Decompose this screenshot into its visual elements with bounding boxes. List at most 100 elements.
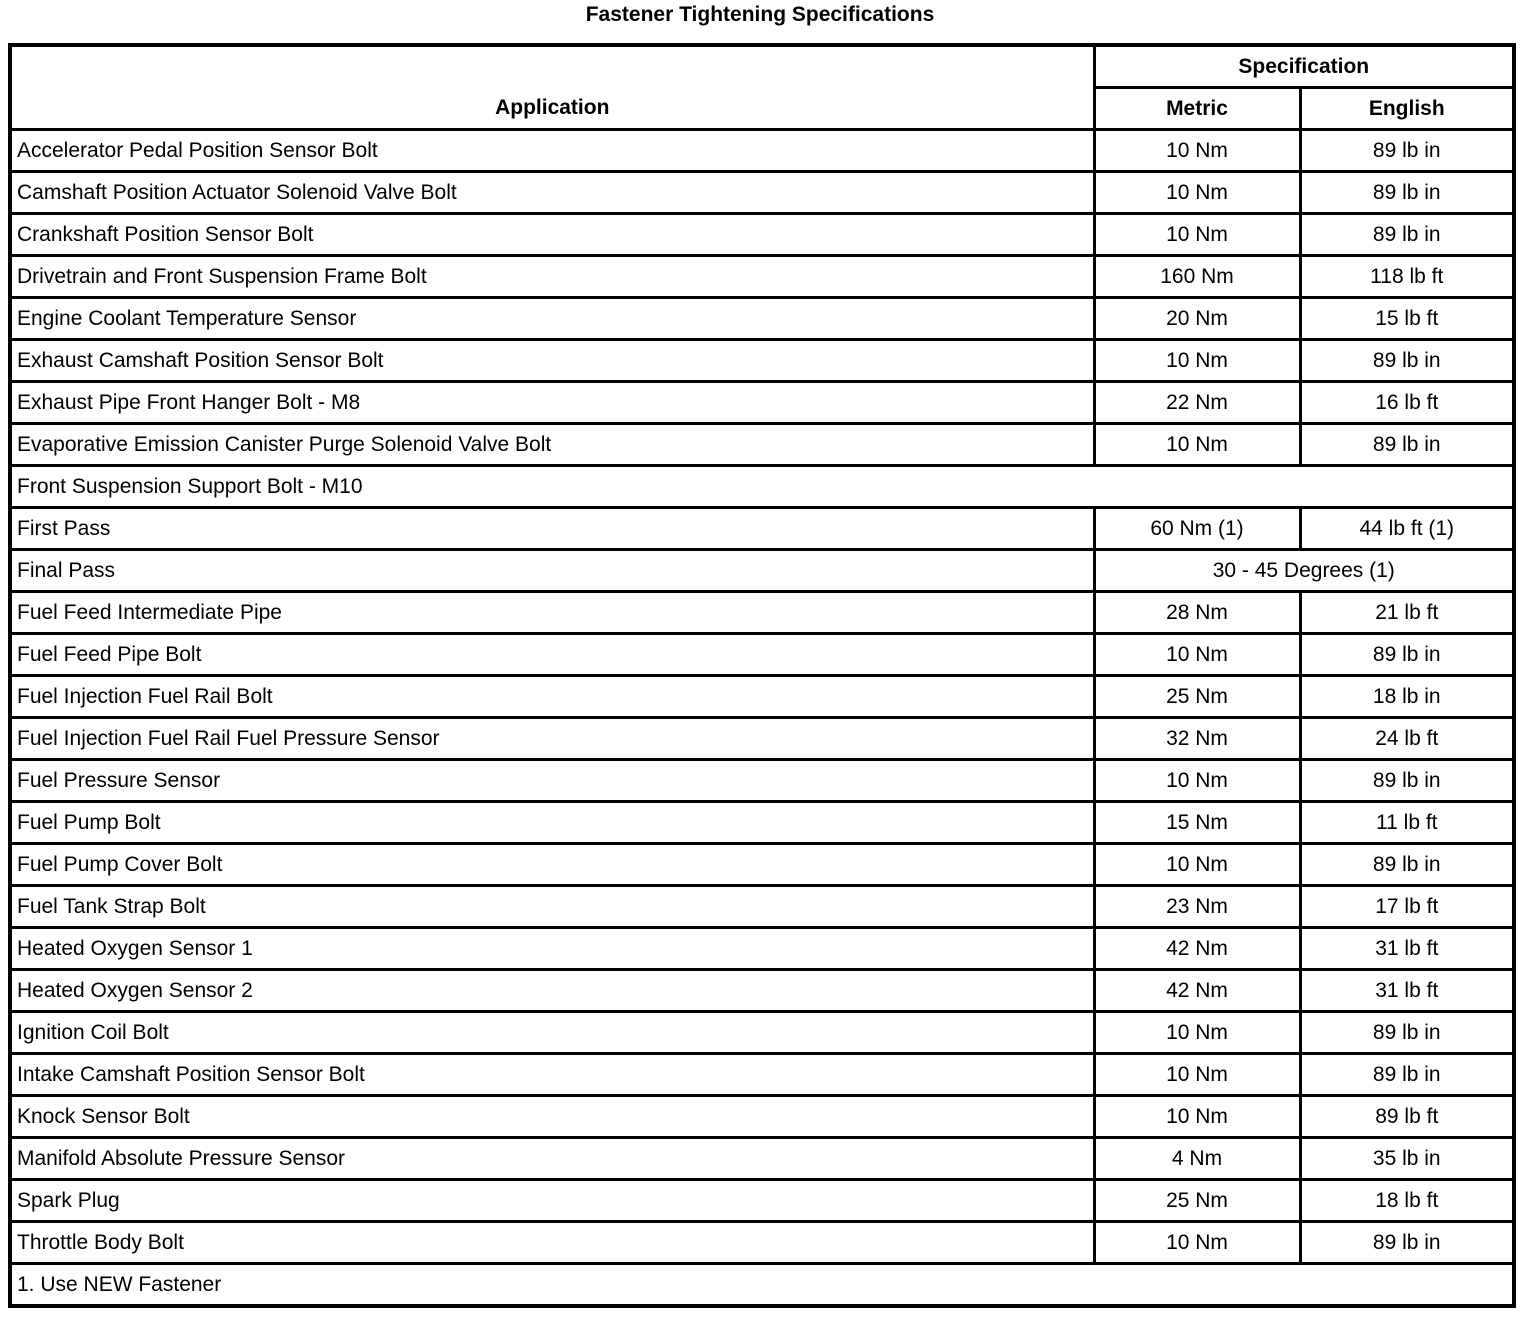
application-cell: Fuel Injection Fuel Rail Bolt bbox=[8, 674, 1096, 719]
metric-value-cell: 10 Nm bbox=[1092, 1220, 1302, 1265]
application-cell: Crankshaft Position Sensor Bolt bbox=[8, 212, 1096, 257]
table-row: Fuel Pump Cover Bolt 10 Nm 89 lb in bbox=[8, 842, 1516, 887]
application-cell: Fuel Pump Bolt bbox=[8, 800, 1096, 845]
table-row: Crankshaft Position Sensor Bolt 10 Nm 89 l… bbox=[8, 212, 1516, 257]
english-value-cell: 18 lb ft bbox=[1298, 1178, 1516, 1223]
metric-value-cell: 25 Nm bbox=[1092, 674, 1302, 719]
application-cell: Fuel Feed Pipe Bolt bbox=[8, 632, 1096, 677]
table-row: Fuel Feed Intermediate Pipe 28 Nm 21 lb ft bbox=[8, 590, 1516, 635]
table-row: First Pass 60 Nm (1) 44 lb ft (1) bbox=[8, 506, 1516, 551]
metric-value-cell: 10 Nm bbox=[1092, 128, 1302, 173]
application-cell: Accelerator Pedal Position Sensor Bolt bbox=[8, 128, 1096, 173]
english-value-cell: 89 lb in bbox=[1298, 422, 1516, 467]
metric-value-cell: 25 Nm bbox=[1092, 1178, 1302, 1223]
english-value-cell: 24 lb ft bbox=[1298, 716, 1516, 761]
metric-value-cell: 10 Nm bbox=[1092, 1094, 1302, 1139]
table-header: Application Specification Metric English bbox=[8, 43, 1516, 131]
table-row: Knock Sensor Bolt 10 Nm 89 lb ft bbox=[8, 1094, 1516, 1139]
application-cell: Evaporative Emission Canister Purge Sole… bbox=[8, 422, 1096, 467]
table-row: Fuel Tank Strap Bolt 23 Nm 17 lb ft bbox=[8, 884, 1516, 929]
application-cell: Throttle Body Bolt bbox=[8, 1220, 1096, 1265]
english-value-cell: 21 lb ft bbox=[1298, 590, 1516, 635]
table-row: Ignition Coil Bolt 10 Nm 89 lb in bbox=[8, 1010, 1516, 1055]
table-row: Engine Coolant Temperature Sensor 20 Nm 15… bbox=[8, 296, 1516, 341]
metric-value-cell: 10 Nm bbox=[1092, 1052, 1302, 1097]
header-english: English bbox=[1298, 86, 1516, 131]
table-row: Throttle Body Bolt 10 Nm 89 lb in bbox=[8, 1220, 1516, 1265]
english-value-cell: 89 lb in bbox=[1298, 212, 1516, 257]
metric-value-cell: 160 Nm bbox=[1092, 254, 1302, 299]
metric-value-cell: 32 Nm bbox=[1092, 716, 1302, 761]
english-value-cell: 89 lb in bbox=[1298, 842, 1516, 887]
english-value-cell: 89 lb in bbox=[1298, 1220, 1516, 1265]
english-value-cell: 89 lb in bbox=[1298, 338, 1516, 383]
page-title: Fastener Tightening Specifications bbox=[585, 3, 935, 26]
application-cell: Knock Sensor Bolt bbox=[8, 1094, 1096, 1139]
metric-value-cell: 42 Nm bbox=[1092, 968, 1302, 1013]
english-value-cell: 35 lb in bbox=[1298, 1136, 1516, 1181]
table-row: Fuel Pressure Sensor 10 Nm 89 lb in bbox=[8, 758, 1516, 803]
table-row: Spark Plug 25 Nm 18 lb ft bbox=[8, 1178, 1516, 1223]
metric-value-cell: 10 Nm bbox=[1092, 170, 1302, 215]
english-value-cell: 16 lb ft bbox=[1298, 380, 1516, 425]
metric-value-cell: 4 Nm bbox=[1092, 1136, 1302, 1181]
metric-value-cell: 20 Nm bbox=[1092, 296, 1302, 341]
table-row: Exhaust Pipe Front Hanger Bolt - M8 22 Nm… bbox=[8, 380, 1516, 425]
english-value-cell: 89 lb in bbox=[1298, 128, 1516, 173]
table-row: Heated Oxygen Sensor 1 42 Nm 31 lb ft bbox=[8, 926, 1516, 971]
table-row: Intake Camshaft Position Sensor Bolt 10 N… bbox=[8, 1052, 1516, 1097]
metric-value-cell: 15 Nm bbox=[1092, 800, 1302, 845]
metric-value-cell: 10 Nm bbox=[1092, 842, 1302, 887]
table-row: Drivetrain and Front Suspension Frame Bo… bbox=[8, 254, 1516, 299]
application-cell: Camshaft Position Actuator Solenoid Valv… bbox=[8, 170, 1096, 215]
table-row: Exhaust Camshaft Position Sensor Bolt 10 … bbox=[8, 338, 1516, 383]
header-row-specification: Application Specification bbox=[8, 43, 1516, 131]
header-metric: Metric bbox=[1092, 86, 1302, 131]
table-row: Heated Oxygen Sensor 2 42 Nm 31 lb ft bbox=[8, 968, 1516, 1013]
metric-value-cell: 10 Nm bbox=[1092, 422, 1302, 467]
metric-value-cell: 10 Nm bbox=[1092, 758, 1302, 803]
spec-table-body: Accelerator Pedal Position Sensor Bolt 10… bbox=[8, 128, 1516, 1265]
table-row: Manifold Absolute Pressure Sensor 4 Nm 35 … bbox=[8, 1136, 1516, 1181]
metric-value-cell: 22 Nm bbox=[1092, 380, 1302, 425]
english-value-cell: 31 lb ft bbox=[1298, 926, 1516, 971]
application-cell: Fuel Injection Fuel Rail Fuel Pressure S… bbox=[8, 716, 1096, 761]
english-value-cell: 17 lb ft bbox=[1298, 884, 1516, 929]
application-cell: Final Pass bbox=[8, 548, 1096, 593]
english-value-cell: 89 lb ft bbox=[1298, 1094, 1516, 1139]
footnote-row: 1. Use NEW Fastener bbox=[8, 1262, 1516, 1308]
application-cell: First Pass bbox=[8, 506, 1096, 551]
application-cell: Exhaust Pipe Front Hanger Bolt - M8 bbox=[8, 380, 1096, 425]
header-application: Application bbox=[8, 43, 1096, 131]
spec-table-footer: 1. Use NEW Fastener bbox=[8, 1262, 1516, 1308]
table-row: Fuel Injection Fuel Rail Fuel Pressure S… bbox=[8, 716, 1516, 761]
application-cell: Intake Camshaft Position Sensor Bolt bbox=[8, 1052, 1096, 1097]
english-value-cell: 15 lb ft bbox=[1298, 296, 1516, 341]
table-row: Front Suspension Support Bolt - M10 bbox=[8, 464, 1516, 509]
english-value-cell: 89 lb in bbox=[1298, 170, 1516, 215]
header-specification: Specification bbox=[1092, 43, 1516, 89]
table-row: Camshaft Position Actuator Solenoid Valv… bbox=[8, 170, 1516, 215]
english-value-cell: 44 lb ft (1) bbox=[1298, 506, 1516, 551]
application-cell: Fuel Pump Cover Bolt bbox=[8, 842, 1096, 887]
english-value-cell: 31 lb ft bbox=[1298, 968, 1516, 1013]
table-row: Fuel Feed Pipe Bolt 10 Nm 89 lb in bbox=[8, 632, 1516, 677]
table-row: Accelerator Pedal Position Sensor Bolt 10… bbox=[8, 128, 1516, 173]
english-value-cell: 11 lb ft bbox=[1298, 800, 1516, 845]
english-value-cell: 89 lb in bbox=[1298, 1052, 1516, 1097]
application-cell: Exhaust Camshaft Position Sensor Bolt bbox=[8, 338, 1096, 383]
english-value-cell: 18 lb in bbox=[1298, 674, 1516, 719]
fastener-spec-table: Application Specification Metric English… bbox=[8, 43, 1517, 1308]
metric-value-cell: 10 Nm bbox=[1092, 338, 1302, 383]
spec-value-cell: 30 - 45 Degrees (1) bbox=[1092, 548, 1516, 593]
application-cell: Engine Coolant Temperature Sensor bbox=[8, 296, 1096, 341]
application-cell: Manifold Absolute Pressure Sensor bbox=[8, 1136, 1096, 1181]
english-value-cell: 118 lb ft bbox=[1298, 254, 1516, 299]
metric-value-cell: 28 Nm bbox=[1092, 590, 1302, 635]
english-value-cell: 89 lb in bbox=[1298, 632, 1516, 677]
metric-value-cell: 10 Nm bbox=[1092, 212, 1302, 257]
table-row: Fuel Injection Fuel Rail Bolt 25 Nm 18 lb … bbox=[8, 674, 1516, 719]
metric-value-cell: 23 Nm bbox=[1092, 884, 1302, 929]
application-cell: Spark Plug bbox=[8, 1178, 1096, 1223]
application-cell: Heated Oxygen Sensor 2 bbox=[8, 968, 1096, 1013]
